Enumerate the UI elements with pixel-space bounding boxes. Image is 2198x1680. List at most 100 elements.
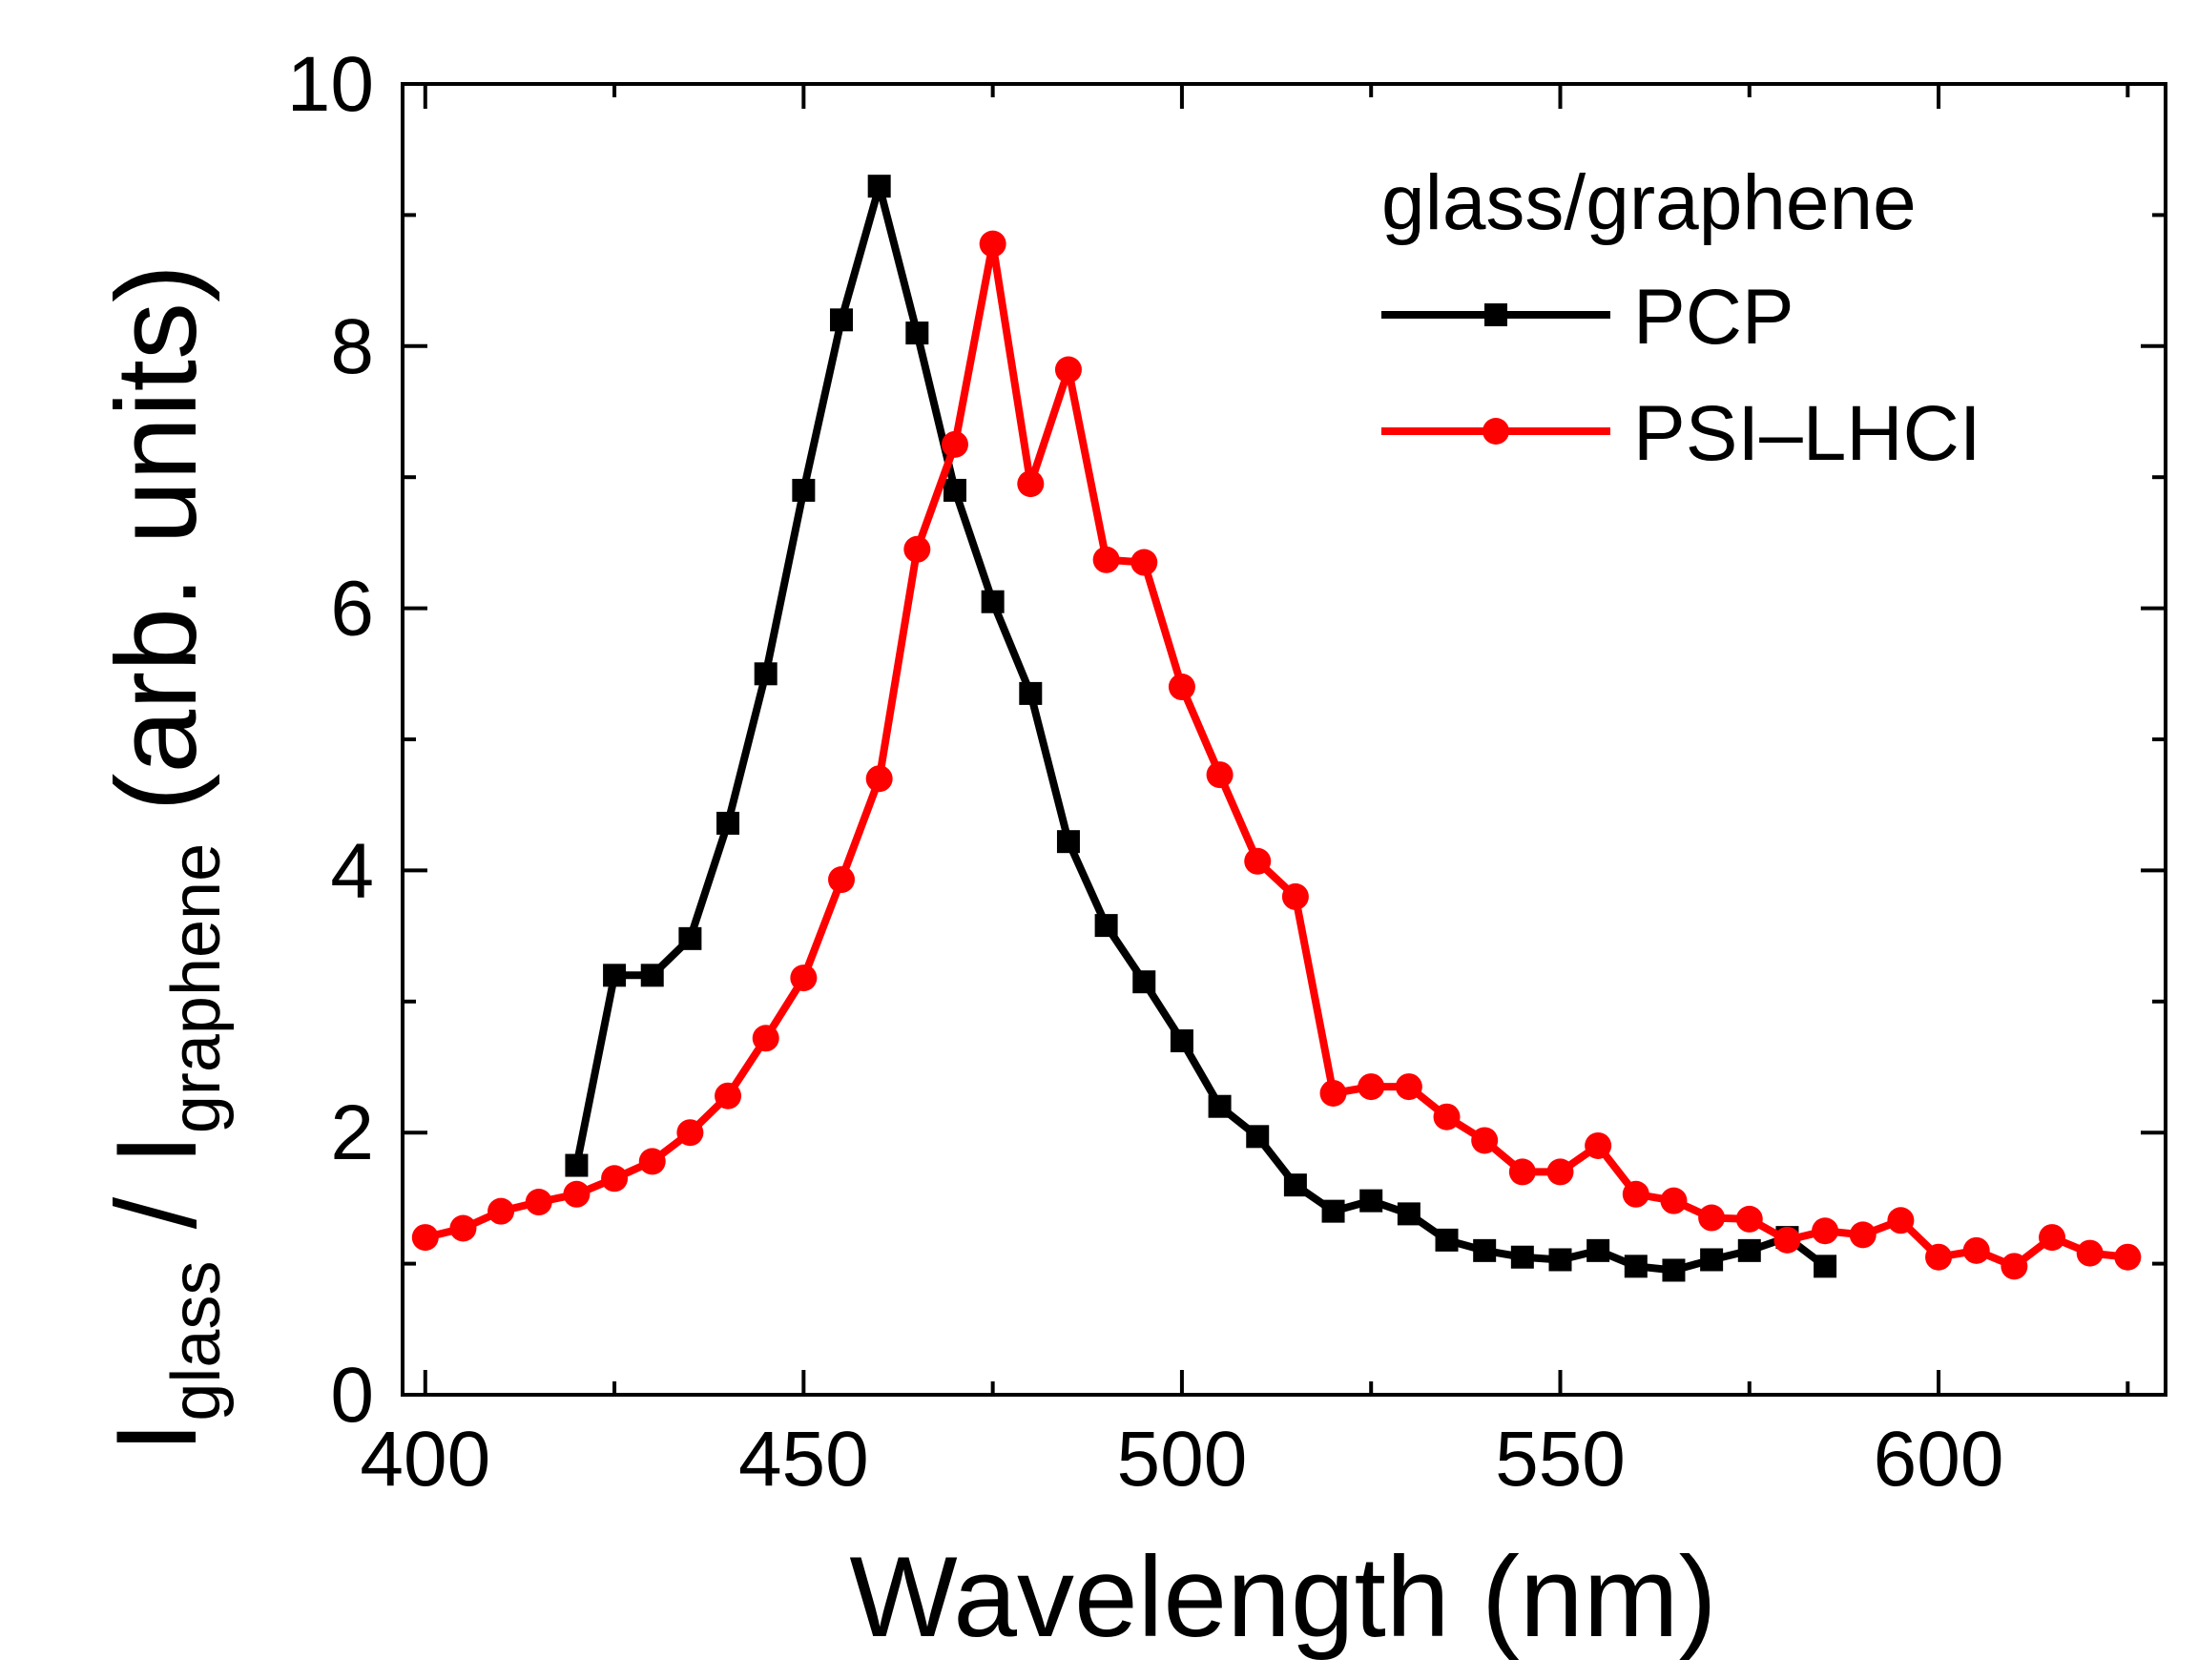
data-point-pcp <box>1624 1255 1648 1278</box>
x-tick-label: 450 <box>738 1416 869 1503</box>
data-point-psi-lhci <box>1508 1158 1536 1186</box>
data-point-psi-lhci <box>2001 1253 2028 1280</box>
data-point-psi-lhci <box>1698 1204 1726 1232</box>
data-point-pcp <box>1737 1238 1761 1262</box>
data-point-psi-lhci <box>941 430 968 458</box>
data-point-psi-lhci <box>2076 1239 2104 1267</box>
data-point-pcp <box>603 964 627 987</box>
y-tick-label: 6 <box>330 566 374 653</box>
data-point-pcp <box>792 478 816 502</box>
data-point-pcp <box>1094 914 1118 938</box>
plot-frame <box>401 82 2167 1397</box>
data-point-pcp <box>640 964 664 987</box>
data-point-pcp <box>1662 1258 1686 1282</box>
x-tick-label: 600 <box>1874 1416 2004 1503</box>
data-point-psi-lhci <box>1585 1131 1612 1159</box>
data-point-pcp <box>1700 1248 1724 1272</box>
data-point-psi-lhci <box>1244 847 1272 875</box>
legend-marker-psi-lhci <box>1483 418 1509 445</box>
data-point-pcp <box>1283 1173 1307 1197</box>
data-point-pcp <box>867 175 891 198</box>
data-point-pcp <box>1510 1245 1534 1269</box>
data-point-psi-lhci <box>1092 546 1120 573</box>
data-point-pcp <box>1056 830 1080 854</box>
data-point-psi-lhci <box>2114 1243 2142 1271</box>
data-point-psi-lhci <box>487 1197 515 1225</box>
data-point-psi-lhci <box>1319 1079 1347 1107</box>
data-point-psi-lhci <box>2039 1224 2066 1252</box>
data-point-pcp <box>565 1153 589 1177</box>
data-point-psi-lhci <box>1168 674 1195 701</box>
data-point-pcp <box>678 926 702 950</box>
y-tick-label: 10 <box>287 41 374 128</box>
data-point-pcp <box>1473 1238 1497 1262</box>
y-axis-title-i2: I <box>93 1133 220 1165</box>
data-point-pcp <box>1397 1202 1420 1226</box>
data-point-pcp <box>1246 1125 1270 1149</box>
data-point-pcp <box>830 308 854 332</box>
data-point-pcp <box>905 321 929 345</box>
data-point-psi-lhci <box>1735 1205 1763 1233</box>
data-point-psi-lhci <box>790 964 818 992</box>
legend-entries: PCP PSI–LHCI <box>1381 274 1981 477</box>
data-point-psi-lhci <box>1130 549 1158 576</box>
legend-label-pcp: PCP <box>1633 274 1794 361</box>
data-point-psi-lhci <box>1773 1226 1801 1254</box>
y-axis-title-separator: / <box>93 1166 220 1261</box>
data-point-psi-lhci <box>1206 761 1234 789</box>
x-tick-label: 550 <box>1495 1416 1626 1503</box>
data-point-psi-lhci <box>1622 1180 1649 1208</box>
y-axis-title-i1: I <box>93 1421 220 1453</box>
data-point-pcp <box>943 478 966 502</box>
legend-label-psi-lhci: PSI–LHCI <box>1633 390 1981 477</box>
data-point-psi-lhci <box>1660 1187 1688 1214</box>
data-point-psi-lhci <box>1812 1217 1839 1245</box>
data-point-psi-lhci <box>903 535 931 563</box>
y-tick-label: 8 <box>330 303 374 390</box>
data-point-psi-lhci <box>1887 1207 1915 1234</box>
data-point-psi-lhci <box>676 1119 704 1147</box>
data-point-psi-lhci <box>449 1214 477 1242</box>
y-axis-title-sub-glass: glass <box>158 1261 235 1421</box>
y-tick-label: 4 <box>330 827 374 914</box>
data-point-pcp <box>716 811 740 835</box>
data-point-psi-lhci <box>1962 1236 1990 1264</box>
legend-marker-pcp <box>1484 303 1507 326</box>
data-point-pcp <box>1208 1094 1232 1118</box>
y-tick-label: 0 <box>330 1352 374 1439</box>
x-tick-label: 400 <box>360 1416 490 1503</box>
data-point-psi-lhci <box>1925 1243 1953 1271</box>
legend: glass/graphene PCP PSI–LHCI <box>1381 159 1981 477</box>
data-point-pcp <box>1359 1189 1383 1213</box>
y-axis-title-units: (arb. units) <box>93 264 220 843</box>
data-point-psi-lhci <box>715 1082 742 1110</box>
data-point-psi-lhci <box>525 1189 552 1216</box>
data-point-psi-lhci <box>1281 882 1309 910</box>
y-axis-title: Iglass / Igraphene (arb. units) <box>93 264 235 1453</box>
data-point-pcp <box>1548 1248 1572 1272</box>
data-point-psi-lhci <box>638 1148 666 1175</box>
data-point-pcp <box>754 662 778 686</box>
data-point-psi-lhci <box>1546 1158 1574 1186</box>
data-point-pcp <box>1132 970 1156 994</box>
series-line-psi-lhci <box>424 239 2128 1271</box>
data-point-psi-lhci <box>563 1180 591 1208</box>
data-point-pcp <box>1435 1228 1459 1252</box>
data-point-pcp <box>1814 1255 1837 1278</box>
data-point-psi-lhci <box>1395 1073 1422 1101</box>
data-point-psi-lhci <box>1054 356 1082 384</box>
data-point-pcp <box>1586 1238 1610 1262</box>
data-point-psi-lhci <box>979 230 1006 258</box>
data-point-psi-lhci <box>411 1224 439 1252</box>
data-point-psi-lhci <box>1358 1073 1385 1101</box>
x-tick-label: 500 <box>1117 1416 1248 1503</box>
data-point-psi-lhci <box>1433 1103 1461 1130</box>
data-point-pcp <box>1321 1199 1345 1223</box>
data-point-psi-lhci <box>601 1165 629 1193</box>
x-axis-title: Wavelength (nm) <box>849 1533 1716 1661</box>
y-axis-title-sub-graphene: graphene <box>158 843 235 1133</box>
data-point-psi-lhci <box>1471 1127 1499 1154</box>
data-point-psi-lhci <box>752 1025 779 1052</box>
